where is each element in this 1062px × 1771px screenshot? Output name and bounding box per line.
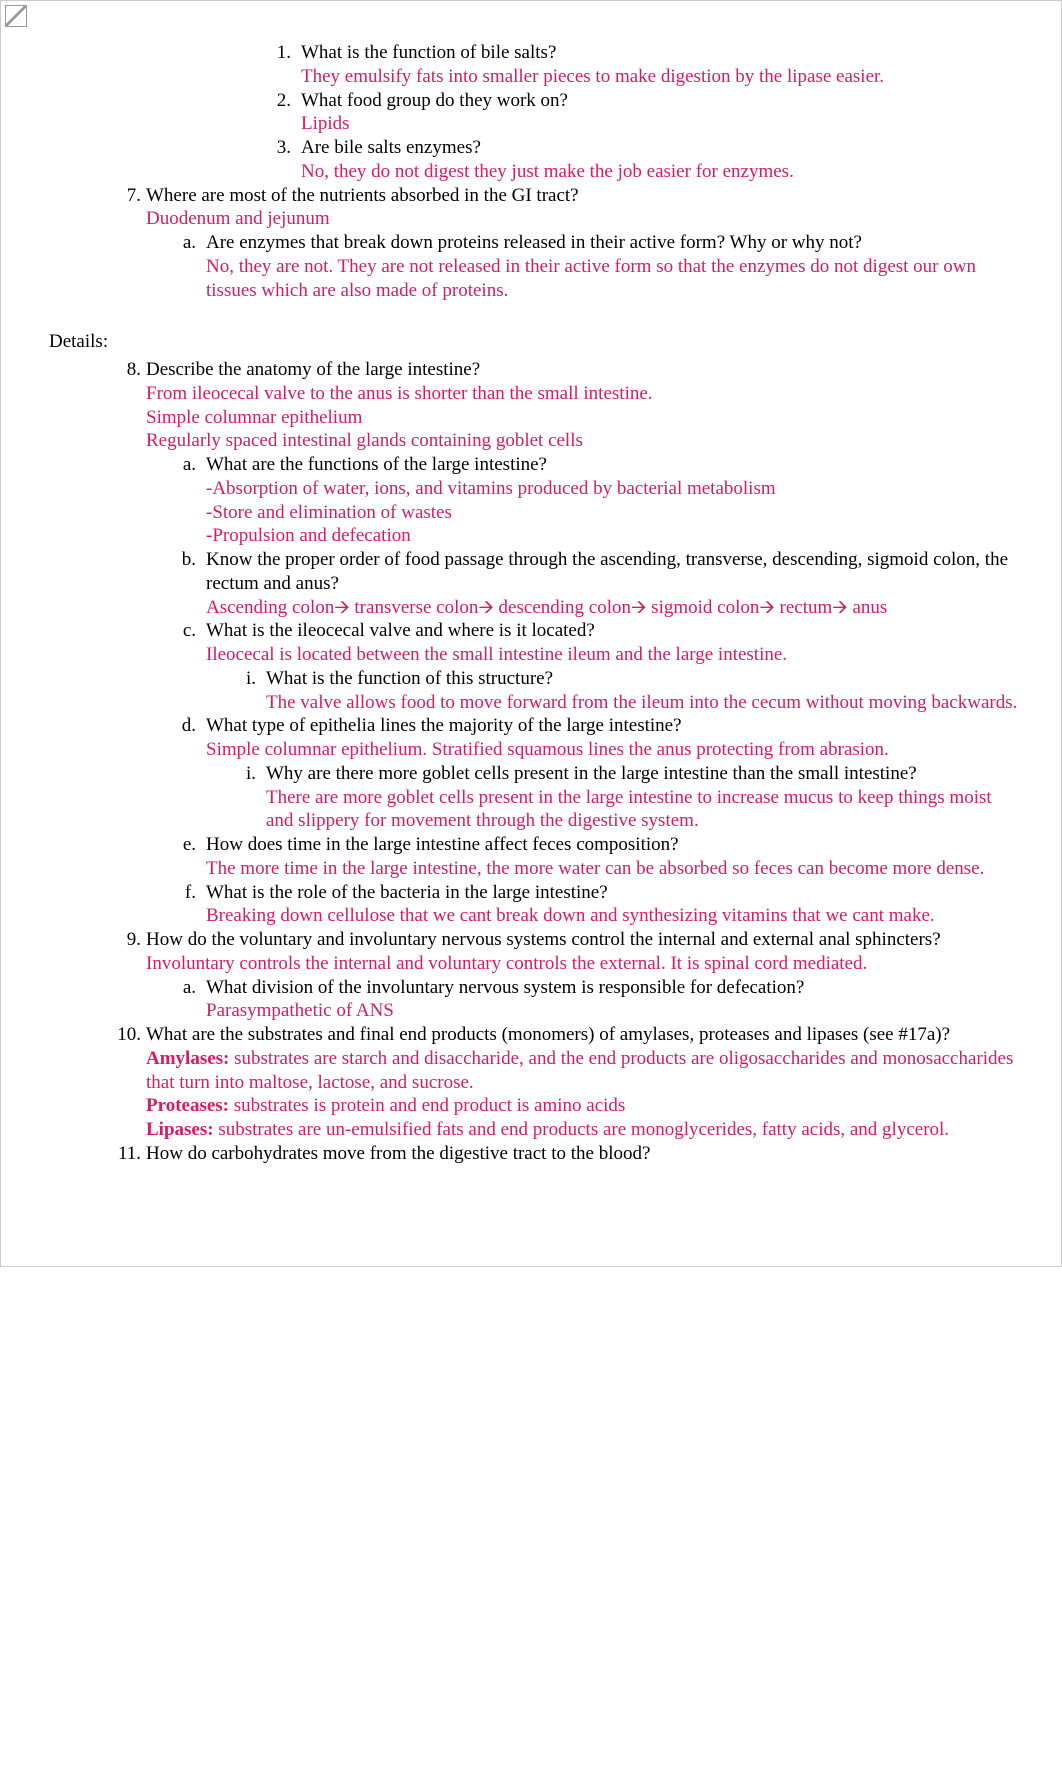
marker: 2. <box>271 89 291 113</box>
list-item-9: 9. How do the voluntary and involuntary … <box>41 928 1021 1023</box>
answer-text: Lipids <box>301 113 350 134</box>
question-text: What are the substrates and final end pr… <box>146 1024 950 1045</box>
answer-text: Duodenum and jejunum <box>146 208 330 229</box>
marker: i. <box>236 762 256 786</box>
answer-text: The valve allows food to move forward fr… <box>266 692 1017 713</box>
list-item-7: 7. Where are most of the nutrients absor… <box>41 184 1021 303</box>
list-item: a. What division of the involuntary nerv… <box>146 976 1021 1024</box>
answer-text: substrates are starch and disaccharide, … <box>146 1048 1013 1093</box>
answer-text: -Store and elimination of wastes <box>206 502 452 523</box>
sublist: a. Are enzymes that break down proteins … <box>146 231 1021 302</box>
answer-text: Ileocecal is located between the small i… <box>206 644 787 665</box>
list-item: c. What is the ileocecal valve and where… <box>146 619 1021 714</box>
marker: 3. <box>271 136 291 160</box>
marker: 1. <box>271 41 291 65</box>
marker: 11. <box>111 1142 141 1166</box>
broken-image-icon <box>5 5 27 27</box>
question-text: What is the ileocecal valve and where is… <box>206 620 595 641</box>
bile-salts-sublist: 1. What is the function of bile salts? T… <box>41 41 1021 184</box>
label: Proteases: <box>146 1095 229 1116</box>
question-text: Why are there more goblet cells present … <box>266 763 917 784</box>
question-text: Are enzymes that break down proteins rel… <box>206 232 862 253</box>
marker: 7. <box>111 184 141 208</box>
question-text: Describe the anatomy of the large intest… <box>146 359 480 380</box>
answer-text: Proteases: substrates is protein and end… <box>146 1095 625 1116</box>
list-item-8: 8. Describe the anatomy of the large int… <box>41 358 1021 928</box>
list-item: a. Are enzymes that break down proteins … <box>146 231 1021 302</box>
list-item: e. How does time in the large intestine … <box>146 833 1021 881</box>
label: Lipases: <box>146 1119 214 1140</box>
question-text: What type of epithelia lines the majorit… <box>206 715 682 736</box>
list-item-10: 10. What are the substrates and final en… <box>41 1023 1021 1142</box>
marker: a. <box>176 453 196 477</box>
answer-text: Lipases: substrates are un-emulsified fa… <box>146 1119 949 1140</box>
sublist: a. What division of the involuntary nerv… <box>146 976 1021 1024</box>
list-item: a. What are the functions of the large i… <box>146 453 1021 548</box>
marker: e. <box>176 833 196 857</box>
main-list: 7. Where are most of the nutrients absor… <box>41 184 1021 303</box>
question-text: Where are most of the nutrients absorbed… <box>146 185 579 206</box>
marker: a. <box>176 231 196 255</box>
marker: b. <box>176 548 196 572</box>
answer-text: -Propulsion and defecation <box>206 525 411 546</box>
question-text: Are bile salts enzymes? <box>301 137 481 158</box>
answer-text: Amylases: substrates are starch and disa… <box>146 1048 1013 1093</box>
question-text: How does time in the large intestine aff… <box>206 834 679 855</box>
answer-text: They emulsify fats into smaller pieces t… <box>301 66 884 87</box>
question-text: What division of the involuntary nervous… <box>206 977 804 998</box>
label: Amylases: <box>146 1048 229 1069</box>
list-item: 2. What food group do they work on? Lipi… <box>41 89 1021 137</box>
answer-text: The more time in the large intestine, th… <box>206 858 984 879</box>
answer-text: No, they do not digest they just make th… <box>301 161 794 182</box>
list-item: 3. Are bile salts enzymes? No, they do n… <box>41 136 1021 184</box>
marker: d. <box>176 714 196 738</box>
answer-text: substrates is protein and end product is… <box>229 1095 625 1116</box>
answer-text: Simple columnar epithelium. Stratified s… <box>206 739 889 760</box>
answer-text: Simple columnar epithelium <box>146 407 362 428</box>
answer-text: Involuntary controls the internal and vo… <box>146 953 867 974</box>
question-text: What is the role of the bacteria in the … <box>206 882 608 903</box>
question-text: How do carbohydrates move from the diges… <box>146 1143 650 1164</box>
question-text: Know the proper order of food passage th… <box>206 549 1008 594</box>
answer-text: Breaking down cellulose that we cant bre… <box>206 905 935 926</box>
list-item: 1. What is the function of bile salts? T… <box>41 41 1021 89</box>
answer-text: Ascending colon🡪 transverse colon🡪 desce… <box>206 597 887 618</box>
list-item: d. What type of epithelia lines the majo… <box>146 714 1021 833</box>
sublist: i. Why are there more goblet cells prese… <box>206 762 1021 833</box>
marker: 8. <box>111 358 141 382</box>
sublist: i. What is the function of this structur… <box>206 667 1021 715</box>
question-text: What food group do they work on? <box>301 90 568 111</box>
marker: i. <box>236 667 256 691</box>
question-text: What is the function of bile salts? <box>301 42 556 63</box>
marker: 9. <box>111 928 141 952</box>
list-item-11: 11. How do carbohydrates move from the d… <box>41 1142 1021 1166</box>
answer-text: From ileocecal valve to the anus is shor… <box>146 383 653 404</box>
answer-text: substrates are un-emulsified fats and en… <box>214 1119 949 1140</box>
marker: f. <box>176 881 196 905</box>
marker: 10. <box>111 1023 141 1047</box>
question-text: What are the functions of the large inte… <box>206 454 547 475</box>
list-item: i. Why are there more goblet cells prese… <box>206 762 1021 833</box>
list-item: i. What is the function of this structur… <box>206 667 1021 715</box>
question-text: How do the voluntary and involuntary ner… <box>146 929 941 950</box>
marker: a. <box>176 976 196 1000</box>
question-text: What is the function of this structure? <box>266 668 553 689</box>
answer-text: Regularly spaced intestinal glands conta… <box>146 430 583 451</box>
list-item: b. Know the proper order of food passage… <box>146 548 1021 619</box>
document-page: 1. What is the function of bile salts? T… <box>0 0 1062 1267</box>
list-item: f. What is the role of the bacteria in t… <box>146 881 1021 929</box>
answer-text: There are more goblet cells present in t… <box>266 787 992 832</box>
main-list-2: 8. Describe the anatomy of the large int… <box>41 358 1021 1166</box>
sublist: a. What are the functions of the large i… <box>146 453 1021 928</box>
details-heading: Details: <box>49 330 1021 354</box>
answer-text: -Absorption of water, ions, and vitamins… <box>206 478 776 499</box>
answer-text: No, they are not. They are not released … <box>206 256 976 301</box>
answer-text: Parasympathetic of ANS <box>206 1000 394 1021</box>
marker: c. <box>176 619 196 643</box>
